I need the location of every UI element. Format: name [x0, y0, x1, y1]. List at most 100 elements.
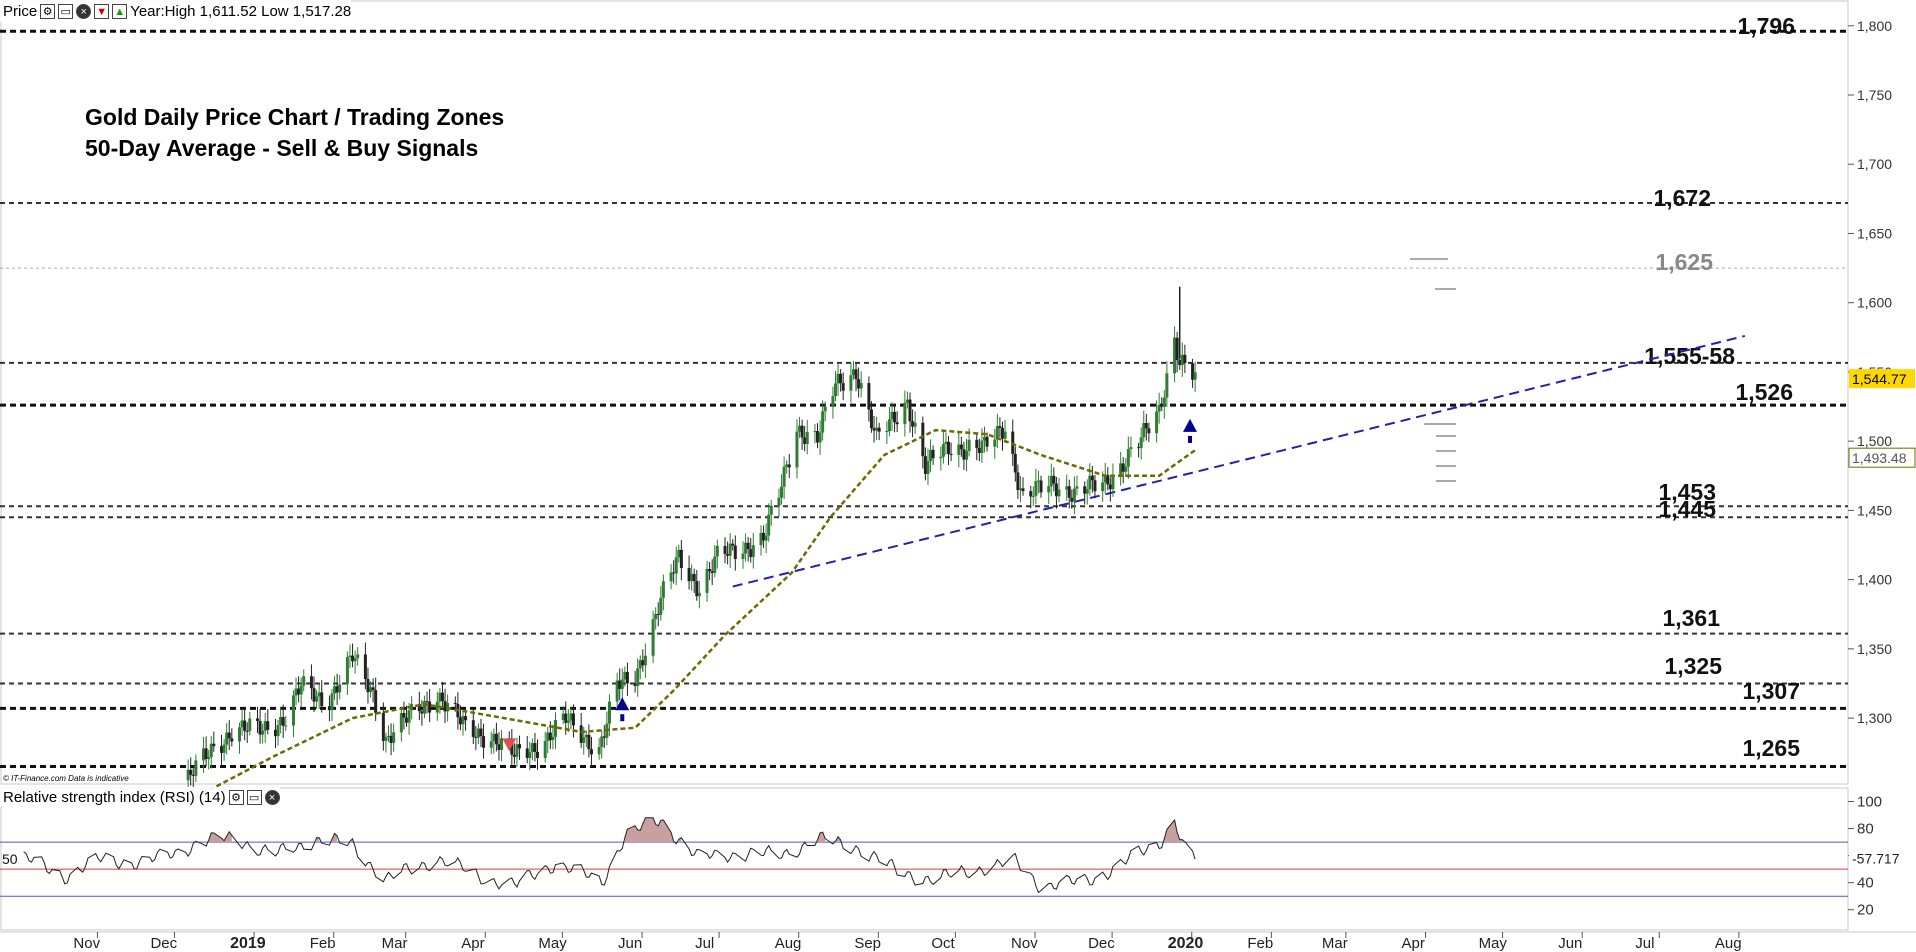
candle-body: [749, 549, 753, 558]
candle-body: [435, 701, 439, 713]
candle-body: [589, 749, 593, 755]
candle-body: [348, 655, 352, 658]
wrench-icon[interactable]: ⚙: [228, 789, 244, 805]
price-toolbar: Price ⚙ ▭ × ▼ ▲ Year:High 1,611.52 Low 1…: [0, 0, 352, 22]
rsi-panel-frame: [0, 787, 1849, 931]
close-icon[interactable]: ×: [76, 3, 92, 19]
candle-body: [1147, 428, 1151, 434]
candle-body: [258, 720, 262, 735]
candle-body: [474, 736, 478, 738]
candle-body: [731, 543, 735, 546]
arrow-down-icon[interactable]: ▼: [94, 3, 110, 19]
candle-body: [893, 411, 897, 423]
candle-body: [821, 411, 825, 433]
ma-value-badge: [1848, 447, 1916, 468]
rsi-overbought-area: [208, 831, 232, 843]
candle-body: [887, 419, 891, 432]
candle-body: [518, 744, 522, 749]
rsi-current-label: -57.717: [1852, 851, 1900, 867]
candle-body: [309, 676, 313, 689]
candle-body: [1083, 486, 1087, 494]
candle-body: [659, 597, 663, 615]
candle-body: [875, 427, 879, 431]
candle-body: [636, 668, 640, 686]
candle-body: [787, 464, 791, 468]
candle-body: [751, 545, 755, 558]
candle-body: [1124, 466, 1128, 472]
candle-body: [1111, 475, 1115, 490]
candle-body: [453, 702, 457, 704]
candle-body: [404, 717, 408, 723]
candle-body: [420, 711, 424, 714]
wrench-icon[interactable]: ⚙: [40, 3, 56, 19]
candle-body: [279, 717, 283, 726]
candle-body: [345, 657, 349, 685]
candle-body: [944, 441, 948, 445]
candle-body: [1072, 488, 1076, 502]
candle-body: [276, 725, 280, 737]
candle-body: [564, 713, 568, 723]
chart-title: Gold Daily Price Chart / Trading Zones 5…: [85, 102, 504, 164]
candle-body: [1085, 489, 1089, 494]
candle-body: [566, 720, 570, 723]
candle-body: [1173, 337, 1177, 374]
x-tick-label: Aug: [1715, 935, 1742, 952]
candle-body: [353, 658, 357, 662]
candle-body: [877, 427, 881, 432]
candle-body: [995, 426, 999, 440]
candle-body: [805, 431, 809, 444]
candle-body: [931, 449, 935, 459]
y-tick-label: 1,650: [1857, 225, 1892, 241]
candle-body: [327, 706, 331, 711]
candle-body: [479, 728, 483, 737]
arrow-up-icon[interactable]: ▲: [112, 3, 128, 19]
x-tick-label: 2020: [1168, 935, 1204, 952]
candle-body: [579, 725, 583, 743]
candle-body: [641, 660, 645, 666]
candle-body: [374, 690, 378, 713]
window-icon[interactable]: ▭: [246, 789, 262, 805]
rsi-y-tick-label: 100: [1857, 794, 1882, 811]
candle-body: [482, 736, 486, 748]
level-label: 1,307: [1742, 678, 1800, 704]
candle-body: [369, 687, 373, 693]
candle-body: [315, 696, 319, 702]
candle-body: [764, 535, 768, 541]
rsi-current-badge: [1849, 849, 1915, 868]
close-icon[interactable]: ×: [264, 789, 280, 805]
sell-signal-arrow: [502, 738, 517, 752]
window-icon[interactable]: ▭: [58, 3, 74, 19]
candle-body: [959, 444, 963, 450]
candle-body: [674, 557, 678, 574]
candle-body: [284, 725, 288, 727]
ma-line: [187, 428, 1196, 803]
candle-body: [1191, 363, 1195, 380]
x-tick-label: Apr: [461, 935, 484, 952]
candle-body: [903, 402, 907, 425]
candle-body: [302, 676, 306, 686]
candle-body: [715, 545, 719, 557]
rsi-y-tick-label: 80: [1857, 821, 1874, 838]
candle-body: [857, 379, 861, 389]
candle-body: [291, 695, 295, 726]
candle-body: [330, 693, 334, 711]
arrow-down-icon: [502, 738, 517, 752]
candle-body: [356, 654, 360, 659]
candle-body: [947, 441, 951, 454]
candle-body: [387, 735, 391, 737]
candle-body: [728, 543, 732, 556]
candle-body: [202, 748, 206, 761]
candle-body: [975, 439, 979, 448]
x-tick-label: Feb: [1247, 935, 1273, 952]
candle-body: [207, 757, 211, 760]
candle-body: [656, 613, 660, 615]
candle-body: [186, 769, 190, 781]
candle-body: [965, 450, 969, 460]
level-label: 1,453: [1658, 479, 1716, 505]
candle-body: [780, 486, 784, 498]
candle-body: [492, 733, 496, 742]
candle-body: [245, 730, 249, 732]
candle-body: [851, 369, 855, 376]
